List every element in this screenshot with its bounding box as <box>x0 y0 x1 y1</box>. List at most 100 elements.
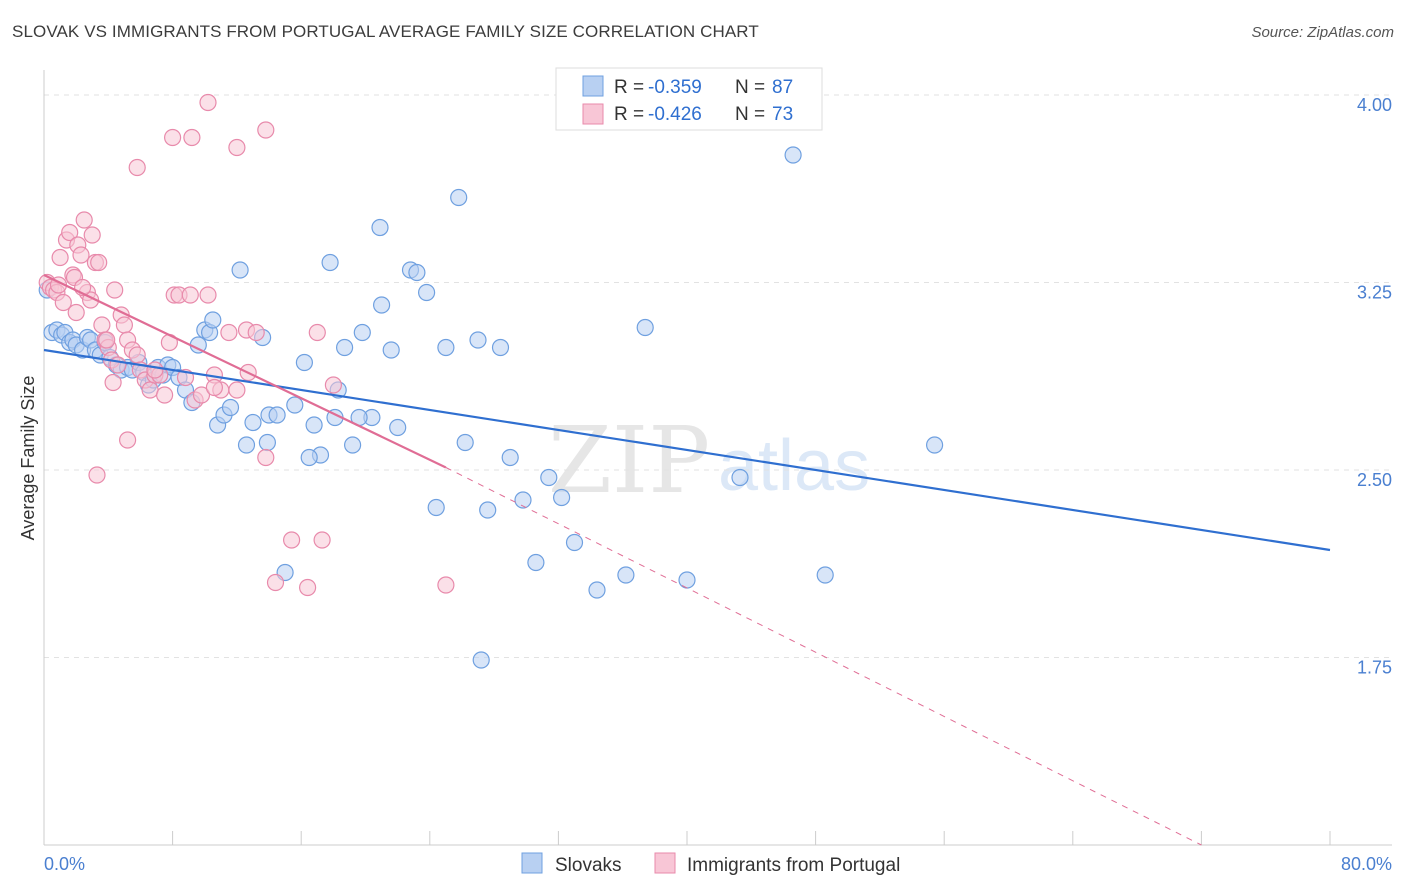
legend-r-label-slovaks: R = <box>614 77 644 98</box>
slovak-point-36 <box>231 261 249 279</box>
slovak-point-64 <box>479 501 497 519</box>
slovak-point-70 <box>552 488 571 507</box>
x-tick-label-1: 80.0% <box>1341 854 1392 874</box>
portugal-point-62 <box>437 576 455 594</box>
slovak-point-45 <box>305 416 323 434</box>
portugal-point-31 <box>141 381 159 399</box>
slovak-point-53 <box>373 296 391 314</box>
portugal-point-50 <box>266 573 285 592</box>
portugal-point-52 <box>308 323 326 342</box>
slovak-point-75 <box>678 571 696 589</box>
portugal-point-4 <box>51 248 69 267</box>
x-tick-labels: 0.0% 80.0% <box>44 854 1392 874</box>
y-tick-label-0: 4.00 <box>1357 95 1392 115</box>
portugal-point-48 <box>247 323 265 342</box>
y-tick-label-3: 1.75 <box>1357 658 1392 678</box>
portugal-point-64 <box>104 373 122 392</box>
portugal-point-56 <box>164 128 182 147</box>
slovak-point-49 <box>336 338 354 357</box>
legend-n-value-slovaks: 87 <box>772 77 793 98</box>
slovak-point-60 <box>437 338 455 357</box>
watermark: ZIP atlas <box>548 407 870 514</box>
slovak-point-58 <box>418 283 436 302</box>
slovak-point-80 <box>204 311 222 329</box>
slovak-point-77 <box>784 146 802 164</box>
portugal-point-49 <box>257 448 275 467</box>
y-tick-label-2: 2.50 <box>1357 470 1392 490</box>
trend-lines <box>43 274 1331 846</box>
portugal-point-60 <box>228 138 246 157</box>
portugal-point-5 <box>54 293 72 312</box>
slovak-point-74 <box>636 318 654 337</box>
slovak-point-66 <box>501 448 519 467</box>
portugal-point-9 <box>67 303 85 322</box>
portugal-trend-line <box>43 274 447 469</box>
portugal-point-45 <box>220 323 238 342</box>
legend-n-value-portugal: 73 <box>772 104 793 125</box>
portugal-point-7 <box>61 223 79 242</box>
portugal-point-17 <box>90 253 108 272</box>
portugal-point-18 <box>93 316 111 334</box>
slovak-point-44 <box>295 353 313 372</box>
portugal-point-66 <box>205 378 223 397</box>
slovak-point-69 <box>540 468 558 487</box>
x-tick-label-0: 0.0% <box>44 854 85 874</box>
portugal-point-39 <box>181 286 199 304</box>
legend-n-label-slovaks: N = <box>735 77 765 98</box>
bottom-legend-label-slovaks: Slovaks <box>555 855 622 876</box>
slovak-point-37 <box>237 436 256 454</box>
slovak-point-65 <box>491 338 510 357</box>
legend-swatch-portugal <box>582 103 604 125</box>
portugal-point-12 <box>75 211 93 229</box>
axes <box>43 70 1392 846</box>
legend-swatch-slovaks <box>582 75 604 97</box>
bottom-legend-swatch-portugal <box>654 852 676 874</box>
bottom-legend-label-portugal: Immigrants from Portugal <box>687 855 900 876</box>
portugal-point-42 <box>199 286 217 304</box>
portugal-point-61 <box>257 121 275 139</box>
portugal-point-59 <box>199 93 217 112</box>
slovak-point-35 <box>221 398 240 417</box>
portugal-point-11 <box>72 246 90 264</box>
slovak-point-38 <box>244 413 262 432</box>
portugal-point-55 <box>118 431 137 449</box>
legend-n-label-portugal: N = <box>735 104 765 125</box>
bottom-legend-swatch-slovaks <box>521 852 543 874</box>
slovak-point-61 <box>450 188 468 207</box>
portugal-point-51 <box>299 578 317 597</box>
slovak-point-81 <box>258 433 276 452</box>
portugal-point-58 <box>128 158 146 177</box>
slovak-point-85 <box>472 651 490 669</box>
portugal-point-57 <box>183 128 201 147</box>
slovak-point-54 <box>382 341 400 359</box>
legend-r-value-slovaks: -0.359 <box>648 77 702 98</box>
y-tick-labels: 4.00 3.25 2.50 1.75 <box>1357 95 1392 678</box>
slovak-point-41 <box>268 406 286 424</box>
slovak-point-62 <box>456 433 474 452</box>
slovak-point-67 <box>514 491 532 509</box>
portugal-point-54 <box>88 466 106 484</box>
slovak-point-63 <box>469 331 487 349</box>
slovak-point-79 <box>925 436 944 454</box>
portugal-point-71 <box>283 531 301 549</box>
legend-r-value-portugal: -0.426 <box>648 104 702 125</box>
slovak-point-68 <box>527 553 545 572</box>
slovak-point-82 <box>300 448 318 467</box>
chart-title: SLOVAK VS IMMIGRANTS FROM PORTUGAL AVERA… <box>12 22 759 41</box>
watermark-zip: ZIP <box>548 407 710 514</box>
slovak-point-76 <box>731 468 749 487</box>
portugal-point-34 <box>156 386 174 404</box>
slovak-point-43 <box>286 396 304 414</box>
chart-source: Source: ZipAtlas.com <box>1251 24 1394 41</box>
portugal-point-25 <box>115 316 134 334</box>
slovak-point-86 <box>371 218 389 237</box>
slovak-point-72 <box>588 581 606 599</box>
portugal-point-53 <box>324 376 342 394</box>
legend-r-label-portugal: R = <box>614 104 644 125</box>
bottom-legend: Slovaks Immigrants from Portugal <box>521 852 900 876</box>
slovak-point-57 <box>408 263 426 282</box>
portugal-point-65 <box>146 361 164 379</box>
portugal-point-46 <box>228 381 246 399</box>
portugal-point-67 <box>98 331 116 349</box>
